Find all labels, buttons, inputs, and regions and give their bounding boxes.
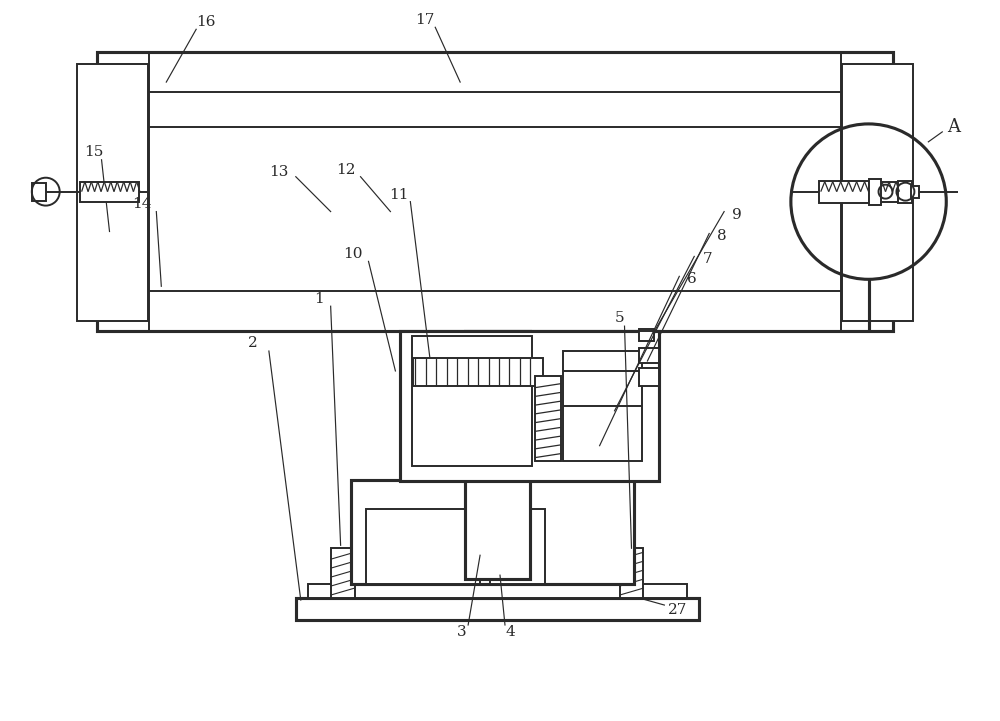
- Text: 5: 5: [615, 311, 624, 325]
- Text: 2: 2: [248, 336, 258, 350]
- Bar: [842, 64, 913, 321]
- Bar: [911, 186, 919, 198]
- Bar: [80, 182, 139, 202]
- Bar: [639, 348, 659, 363]
- Bar: [77, 64, 148, 321]
- Text: 12: 12: [336, 163, 355, 177]
- Text: 11: 11: [389, 187, 408, 202]
- Text: 15: 15: [84, 145, 103, 159]
- Bar: [898, 181, 912, 203]
- Bar: [842, 182, 899, 202]
- Bar: [465, 331, 530, 579]
- Text: 3: 3: [457, 625, 467, 639]
- Bar: [413, 358, 543, 386]
- Text: A: A: [947, 118, 960, 136]
- Bar: [819, 181, 869, 203]
- Bar: [366, 510, 480, 584]
- Bar: [869, 179, 881, 205]
- Text: 4: 4: [505, 625, 515, 639]
- Text: 14: 14: [132, 197, 151, 211]
- Bar: [535, 376, 561, 461]
- Text: 1: 1: [314, 292, 324, 306]
- Bar: [639, 368, 659, 386]
- Bar: [563, 351, 642, 461]
- Text: 16: 16: [196, 15, 216, 30]
- Text: 17: 17: [416, 13, 435, 27]
- Bar: [331, 548, 355, 598]
- Text: 8: 8: [717, 229, 727, 244]
- Bar: [639, 329, 654, 341]
- Text: 10: 10: [343, 247, 362, 262]
- Text: 6: 6: [687, 273, 697, 286]
- Bar: [490, 510, 545, 584]
- Bar: [97, 52, 893, 331]
- Bar: [400, 331, 659, 480]
- Text: 13: 13: [269, 164, 289, 179]
- Text: 7: 7: [702, 252, 712, 266]
- Bar: [620, 548, 643, 598]
- Bar: [412, 336, 532, 466]
- Text: 9: 9: [732, 208, 742, 221]
- Bar: [351, 479, 634, 584]
- Bar: [296, 598, 699, 620]
- Bar: [32, 182, 46, 200]
- Text: 27: 27: [668, 603, 687, 617]
- Bar: [308, 584, 687, 598]
